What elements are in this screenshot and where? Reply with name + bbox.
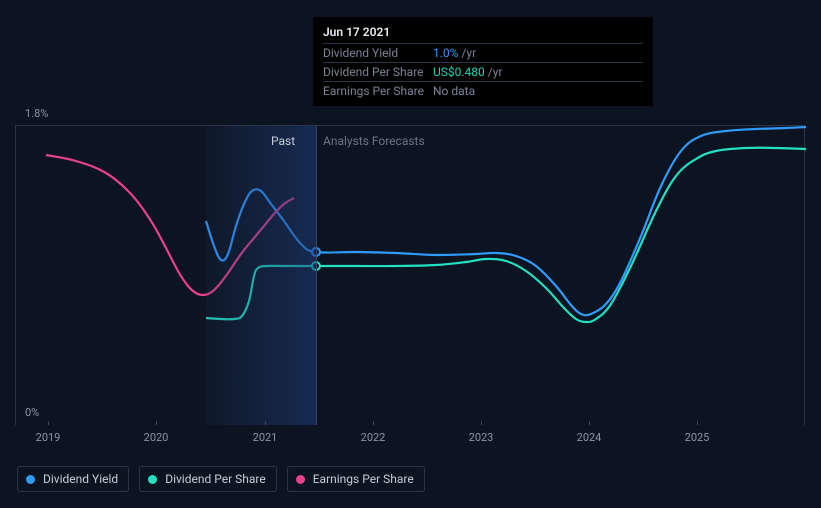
x-tick [481, 421, 482, 425]
tooltip-row-label: Earnings Per Share [323, 84, 433, 98]
x-axis-label: 2025 [685, 431, 710, 444]
x-tick [156, 421, 157, 425]
past-region-shade [206, 126, 316, 425]
past-label: Past [271, 134, 295, 148]
forecast-divider [316, 126, 317, 425]
legend-label: Earnings Per Share [313, 472, 414, 486]
tooltip-row-value: No data [433, 84, 475, 98]
x-axis-label: 2023 [469, 431, 494, 444]
forecast-label: Analysts Forecasts [323, 134, 425, 148]
legend-label: Dividend Per Share [165, 472, 266, 486]
tooltip-row: Earnings Per ShareNo data [323, 81, 643, 100]
legend-item-dividend_per_share[interactable]: Dividend Per Share [139, 466, 277, 492]
x-tick [373, 421, 374, 425]
legend-label: Dividend Yield [43, 472, 118, 486]
y-axis-max-label: 1.8% [25, 107, 48, 120]
tooltip-row-value: US$0.480 [433, 65, 485, 79]
legend-item-earnings_per_share[interactable]: Earnings Per Share [287, 466, 425, 492]
tooltip-date: Jun 17 2021 [323, 25, 643, 43]
x-tick [48, 421, 49, 425]
chart-plot-area: Past Analysts Forecasts [15, 125, 805, 425]
x-axis: 2019 2020 2021 2022 2023 2024 2025 [15, 425, 805, 445]
tooltip-row-label: Dividend Per Share [323, 65, 433, 79]
series-svg [16, 126, 806, 426]
x-tick [265, 421, 266, 425]
legend-dot [296, 475, 305, 484]
legend-item-dividend_yield[interactable]: Dividend Yield [17, 466, 129, 492]
legend: Dividend Yield Dividend Per Share Earnings… [17, 466, 425, 492]
tooltip-row-unit: /yr [488, 65, 503, 79]
tooltip-row-value: 1.0% [433, 46, 458, 60]
x-tick [697, 421, 698, 425]
x-axis-label: 2021 [253, 431, 278, 444]
tooltip-panel: Jun 17 2021 Dividend Yield1.0%/yrDividen… [313, 17, 653, 106]
x-axis-label: 2024 [577, 431, 602, 444]
x-axis-label: 2019 [36, 431, 61, 444]
x-axis-label: 2020 [144, 431, 169, 444]
legend-dot [26, 475, 35, 484]
tooltip-row: Dividend Per ShareUS$0.480/yr [323, 62, 643, 81]
tooltip-row-label: Dividend Yield [323, 46, 433, 60]
tooltip-row-unit: /yr [461, 46, 476, 60]
x-axis-label: 2022 [361, 431, 386, 444]
tooltip-row: Dividend Yield1.0%/yr [323, 43, 643, 62]
x-tick [589, 421, 590, 425]
legend-dot [148, 475, 157, 484]
